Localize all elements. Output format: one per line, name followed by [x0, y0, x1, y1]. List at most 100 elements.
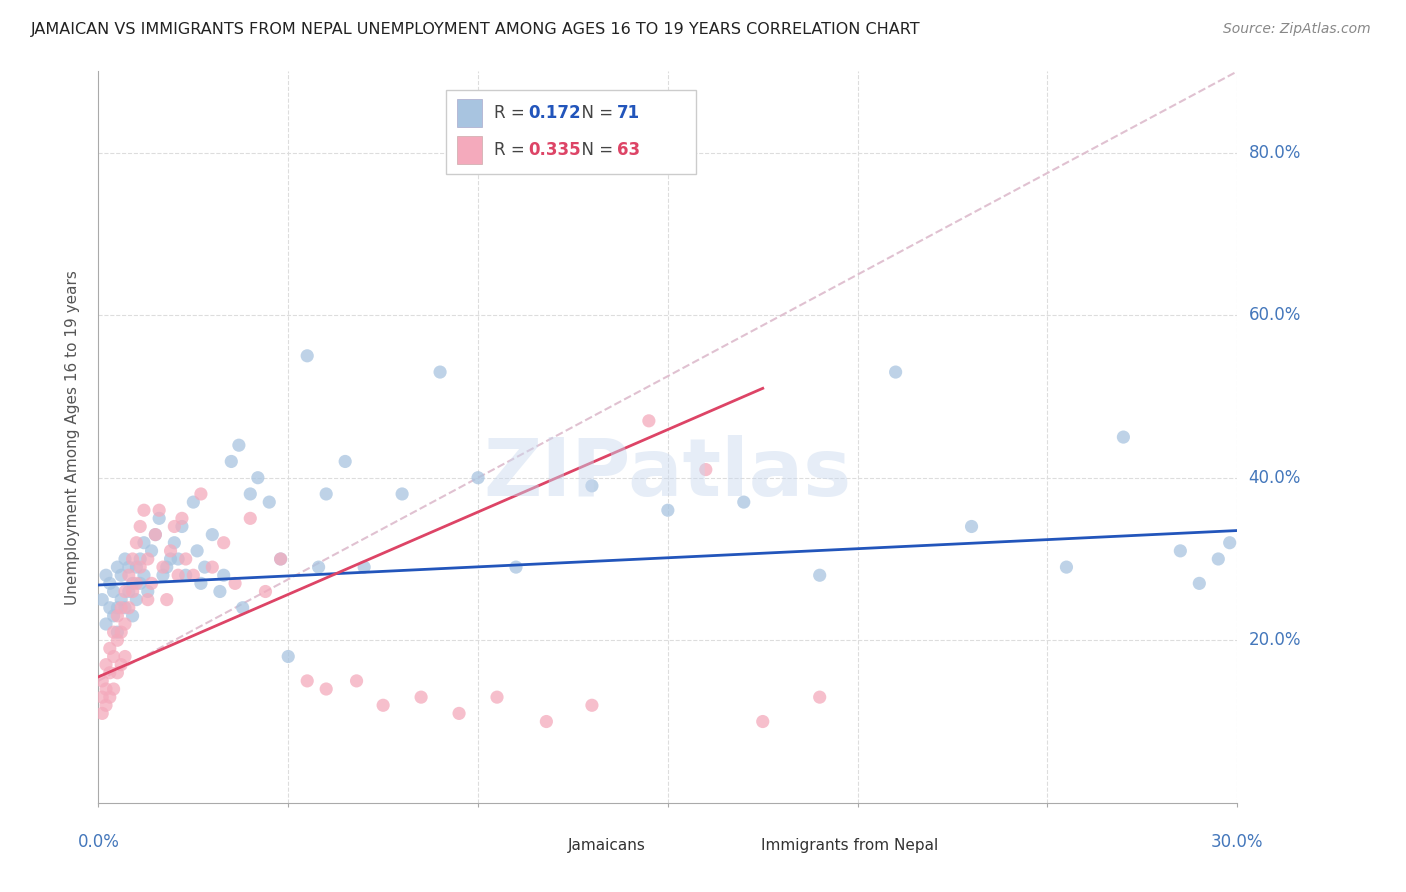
Point: [232, 600, 254, 615]
Text: R =: R =: [494, 141, 530, 159]
Point: [132, 503, 155, 517]
Point: [194, 560, 217, 574]
Point: [156, 560, 179, 574]
Point: [960, 519, 983, 533]
Point: [152, 568, 174, 582]
Point: [94, 617, 117, 632]
Point: [315, 681, 337, 696]
Point: [110, 568, 132, 582]
Point: [125, 576, 148, 591]
Point: [277, 649, 299, 664]
Point: [335, 454, 357, 468]
Point: [103, 649, 125, 664]
Point: [107, 608, 129, 623]
Point: [159, 544, 181, 558]
Point: [114, 617, 136, 632]
Point: [163, 519, 186, 533]
Point: [91, 690, 114, 705]
Point: [346, 673, 368, 688]
Bar: [526, 837, 560, 858]
Text: 80.0%: 80.0%: [1249, 144, 1301, 161]
Point: [136, 592, 159, 607]
Point: [129, 576, 152, 591]
Point: [486, 690, 509, 705]
Text: 40.0%: 40.0%: [1249, 468, 1301, 487]
Point: [145, 527, 167, 541]
Point: [1188, 576, 1211, 591]
Text: 0.0%: 0.0%: [77, 833, 120, 851]
Point: [91, 706, 114, 721]
Point: [174, 552, 197, 566]
Point: [136, 584, 159, 599]
Point: [94, 681, 117, 696]
Point: [159, 552, 181, 566]
Text: 0.335: 0.335: [527, 141, 581, 159]
Text: 20.0%: 20.0%: [1249, 632, 1301, 649]
Point: [246, 471, 269, 485]
Point: [254, 584, 277, 599]
Point: [808, 690, 831, 705]
Point: [136, 552, 159, 566]
Point: [125, 535, 148, 549]
Point: [170, 519, 193, 533]
Text: N =: N =: [571, 141, 619, 159]
Point: [752, 714, 775, 729]
Point: [98, 600, 121, 615]
Point: [297, 673, 319, 688]
Point: [536, 714, 558, 729]
Text: 63: 63: [617, 141, 640, 159]
Point: [186, 544, 208, 558]
Point: [114, 600, 136, 615]
Point: [121, 608, 143, 623]
Point: [239, 487, 262, 501]
Point: [114, 584, 136, 599]
Point: [98, 641, 121, 656]
Point: [201, 527, 224, 541]
Point: [94, 657, 117, 672]
Point: [103, 608, 125, 623]
Text: Jamaicans: Jamaicans: [568, 838, 645, 853]
Y-axis label: Unemployment Among Ages 16 to 19 years: Unemployment Among Ages 16 to 19 years: [65, 269, 80, 605]
Text: Source: ZipAtlas.com: Source: ZipAtlas.com: [1223, 22, 1371, 37]
Point: [174, 568, 197, 582]
Point: [148, 503, 170, 517]
Point: [118, 560, 141, 574]
Point: [695, 462, 717, 476]
Point: [270, 552, 292, 566]
Point: [190, 487, 212, 501]
Point: [114, 552, 136, 566]
Point: [239, 511, 262, 525]
Point: [183, 568, 205, 582]
Point: [107, 625, 129, 640]
Text: 0.172: 0.172: [527, 104, 581, 122]
Point: [411, 690, 433, 705]
Point: [107, 633, 129, 648]
Text: R =: R =: [494, 104, 530, 122]
Bar: [718, 837, 754, 858]
Text: 71: 71: [617, 104, 640, 122]
Point: [98, 576, 121, 591]
Point: [132, 535, 155, 549]
Point: [167, 552, 190, 566]
Bar: [457, 99, 482, 127]
Point: [167, 568, 190, 582]
Point: [224, 576, 246, 591]
Point: [657, 503, 679, 517]
Point: [145, 527, 167, 541]
Point: [129, 560, 152, 574]
Point: [315, 487, 337, 501]
Point: [208, 584, 231, 599]
Point: [884, 365, 907, 379]
Point: [91, 592, 114, 607]
Point: [98, 690, 121, 705]
Point: [1208, 552, 1230, 566]
Point: [581, 698, 603, 713]
Bar: [457, 136, 482, 163]
Point: [449, 706, 471, 721]
Point: [212, 568, 235, 582]
Point: [733, 495, 755, 509]
Point: [121, 576, 143, 591]
Point: [118, 600, 141, 615]
Point: [118, 584, 141, 599]
Point: [107, 665, 129, 680]
